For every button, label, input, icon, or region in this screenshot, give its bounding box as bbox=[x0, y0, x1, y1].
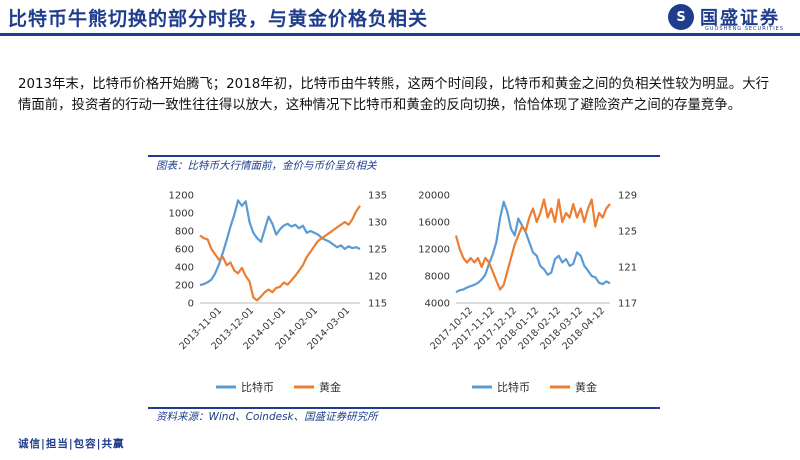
chart1-right-tick-label: 120 bbox=[368, 272, 387, 283]
chart1-left-tick-label: 1000 bbox=[169, 209, 194, 220]
chart1-left-tick-label: 0 bbox=[188, 299, 194, 310]
chart1-legend-label: 比特币 bbox=[241, 380, 274, 394]
chart2-series-line-btc bbox=[455, 200, 611, 294]
chart2-left-tick-label: 20000 bbox=[418, 191, 450, 202]
chart1-right-tick-label: 130 bbox=[368, 218, 387, 229]
chart1-right-tick-label: 115 bbox=[368, 299, 387, 310]
chart2-legend-label: 比特币 bbox=[497, 380, 530, 394]
chart1-series-line-btc bbox=[199, 199, 361, 287]
chart1-left-tick-label: 200 bbox=[175, 281, 194, 292]
chart1-right-tick-label: 125 bbox=[368, 245, 387, 256]
brand-subtitle: GUOSHENG SECURITIES bbox=[704, 26, 784, 32]
chart1-left-tick-label: 800 bbox=[175, 227, 194, 238]
chart2-right-tick-label: 125 bbox=[618, 227, 637, 238]
guosheng-logo-icon: S bbox=[668, 4, 694, 30]
chart1-left-tick-label: 1200 bbox=[169, 191, 194, 202]
figure-caption: 图表：比特币大行情面前，金价与币价呈负相关 bbox=[156, 160, 377, 172]
chart2-right-tick-label: 117 bbox=[618, 299, 637, 310]
slide-header: 比特币牛熊切换的部分时段，与黄金价格负相关 S 国盛证券 GUOSHENG SE… bbox=[0, 0, 800, 36]
figure: 图表：比特币大行情面前，金价与币价呈负相关 0 200 400 600 800 1000 1… bbox=[148, 155, 660, 423]
footer-motto: 诚信|担当|包容|共赢 bbox=[18, 438, 125, 450]
chart2-right-tick-label: 121 bbox=[618, 263, 637, 274]
chart2-right-tick-label: 129 bbox=[618, 191, 637, 202]
brand-logo: S 国盛证券 bbox=[668, 3, 780, 31]
chart1-left-tick-label: 400 bbox=[175, 263, 194, 274]
chart-area: 0200400600800100012001151201251301352013… bbox=[169, 191, 638, 395]
slide-title: 比特币牛熊切换的部分时段，与黄金价格负相关 bbox=[8, 8, 429, 30]
brand-name: 国盛证券 bbox=[700, 8, 780, 29]
chart1-left-tick-label: 600 bbox=[175, 245, 194, 256]
body-paragraph: 2013年末，比特币价格开始腾飞；2018年初，比特币由牛转熊，这两个时间段，比… bbox=[18, 77, 770, 113]
chart2-left-tick-label: 8000 bbox=[425, 272, 450, 283]
chart2-series-line-gold bbox=[454, 198, 611, 291]
chart2-legend-label: 黄金 bbox=[575, 380, 597, 394]
header-divider bbox=[0, 33, 800, 36]
figure-source: 资料来源：Wind、Coindesk、国盛证券研究所 bbox=[156, 411, 378, 423]
figure-bottom-rule bbox=[148, 407, 660, 409]
chart2-left-tick-label: 16000 bbox=[418, 218, 450, 229]
chart1-legend-label: 黄金 bbox=[319, 380, 341, 394]
figure-top-rule bbox=[148, 155, 660, 157]
chart2-left-tick-label: 12000 bbox=[418, 245, 450, 256]
chart1-right-tick-label: 135 bbox=[368, 191, 387, 202]
chart1-series-line-gold bbox=[199, 205, 361, 302]
chart2-left-tick-label: 4000 bbox=[425, 299, 450, 310]
